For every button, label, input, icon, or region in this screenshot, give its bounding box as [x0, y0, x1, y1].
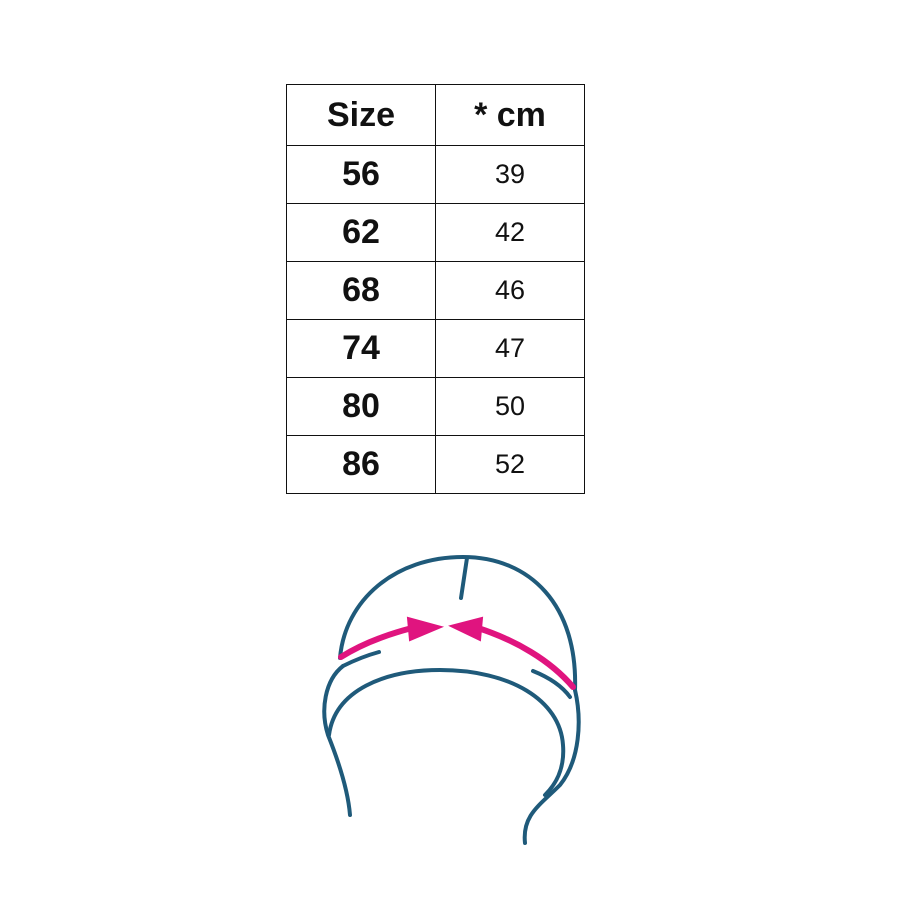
- arrow-right-arc: [475, 625, 576, 690]
- cm-cell: 47: [435, 319, 585, 378]
- brim-line-right: [531, 669, 572, 699]
- size-cell: 56: [286, 145, 436, 204]
- table-row: 86 52: [286, 435, 585, 494]
- brim-outer-right: [522, 688, 581, 845]
- cm-cell: 50: [435, 377, 585, 436]
- cm-cell: 52: [435, 435, 585, 494]
- brim-inner: [327, 667, 566, 797]
- hat-seam: [459, 556, 469, 600]
- hat-dome: [338, 554, 578, 692]
- size-cell: 80: [286, 377, 436, 436]
- table-row: 80 50: [286, 377, 585, 436]
- table-header-row: Size * cm: [286, 84, 585, 146]
- size-cell: 74: [286, 319, 436, 378]
- header-cm: * cm: [435, 84, 585, 146]
- size-table: Size * cm 56 39 62 42 68 46 74 47 80 50 86 52: [286, 84, 585, 494]
- header-size: Size: [286, 84, 436, 146]
- arrow-left-head: [406, 616, 445, 642]
- brim-outer-left: [322, 664, 352, 817]
- arrow-left-arc: [338, 625, 415, 660]
- table-row: 62 42: [286, 203, 585, 262]
- table-row: 74 47: [286, 319, 585, 378]
- cm-cell: 42: [435, 203, 585, 262]
- size-cell: 86: [286, 435, 436, 494]
- brim-line-left: [341, 650, 381, 668]
- arrow-right-head: [448, 616, 484, 642]
